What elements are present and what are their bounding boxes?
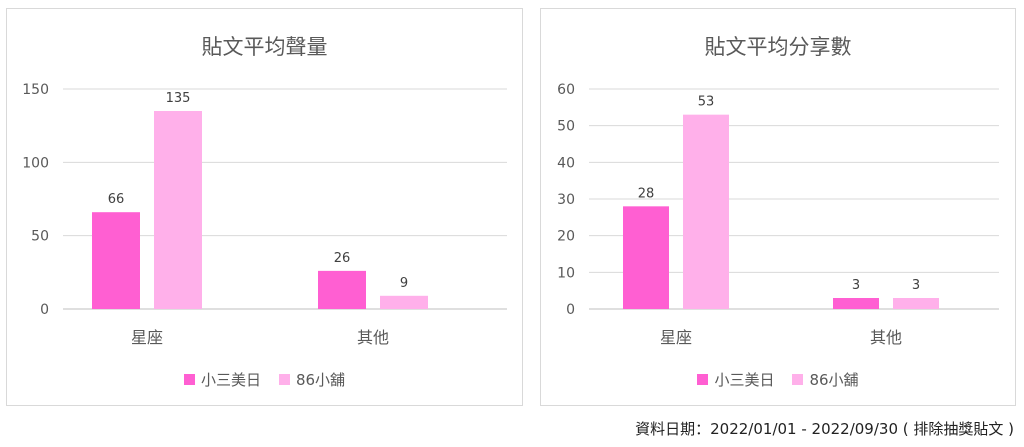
chart-panel-volume: 貼文平均聲量 0 50 100 150 66 135 星座 26 9 其他 小三美日 86小舖 — [6, 8, 523, 406]
legend-item-series-1: 小三美日 — [183, 369, 261, 390]
bar — [92, 212, 140, 309]
data-label: 26 — [334, 251, 351, 266]
data-label: 28 — [638, 186, 655, 201]
legend-item-series-2: 86小舖 — [792, 369, 859, 390]
legend-swatch — [278, 374, 290, 385]
legend-label: 86小舖 — [809, 371, 859, 389]
data-label: 66 — [108, 192, 125, 207]
bar — [154, 111, 202, 309]
legend-label: 小三美日 — [200, 371, 261, 389]
bar — [318, 270, 366, 309]
data-label: 53 — [698, 95, 715, 110]
x-tick-label: 星座 — [131, 328, 163, 347]
legend-item-series-1: 小三美日 — [697, 369, 774, 390]
legend-swatch — [792, 374, 804, 385]
y-tick-label: 60 — [557, 82, 575, 98]
y-tick-label: 30 — [557, 192, 575, 208]
y-tick-label: 20 — [557, 229, 575, 245]
y-tick-label: 50 — [557, 119, 575, 135]
data-label: 135 — [166, 91, 191, 106]
chart-title: 貼文平均分享數 — [704, 35, 852, 59]
y-tick-label: 0 — [40, 302, 49, 318]
legend-swatch — [183, 374, 195, 385]
x-tick-label: 其他 — [870, 328, 902, 347]
legend-item-series-2: 86小舖 — [278, 369, 346, 390]
bar — [833, 298, 879, 309]
legend-label: 小三美日 — [714, 371, 775, 389]
legend-swatch — [697, 374, 709, 385]
y-tick-label: 40 — [557, 155, 575, 171]
bar — [893, 298, 939, 309]
chart-title: 貼文平均聲量 — [201, 35, 328, 59]
chart-legend: 小三美日 86小舖 — [7, 369, 522, 390]
data-label: 9 — [400, 276, 408, 291]
y-tick-label: 100 — [22, 155, 49, 171]
y-tick-label: 150 — [22, 82, 49, 98]
y-tick-label: 10 — [557, 265, 575, 281]
chart-legend: 小三美日 86小舖 — [541, 369, 1015, 390]
data-label: 3 — [912, 278, 920, 293]
x-tick-label: 其他 — [357, 328, 389, 347]
x-tick-label: 星座 — [660, 328, 692, 347]
chart-panel-shares: 貼文平均分享數 0 10 20 30 40 50 60 28 53 星座 3 3 其他 小三美日 86小… — [540, 8, 1016, 406]
legend-label: 86小舖 — [295, 371, 346, 389]
y-tick-label: 50 — [31, 229, 49, 245]
y-tick-label: 0 — [566, 302, 575, 318]
date-range-note: 資料日期：2022/01/01 - 2022/09/30 ( 排除抽獎貼文 ) — [635, 420, 1014, 438]
bar — [380, 295, 428, 309]
bar — [623, 206, 669, 309]
bar — [683, 114, 729, 310]
chart-plot-volume: 0 50 100 150 66 135 星座 26 9 其他 — [22, 82, 507, 347]
chart-plot-shares: 0 10 20 30 40 50 60 28 53 星座 3 3 其他 — [557, 82, 999, 347]
data-label: 3 — [852, 278, 860, 293]
